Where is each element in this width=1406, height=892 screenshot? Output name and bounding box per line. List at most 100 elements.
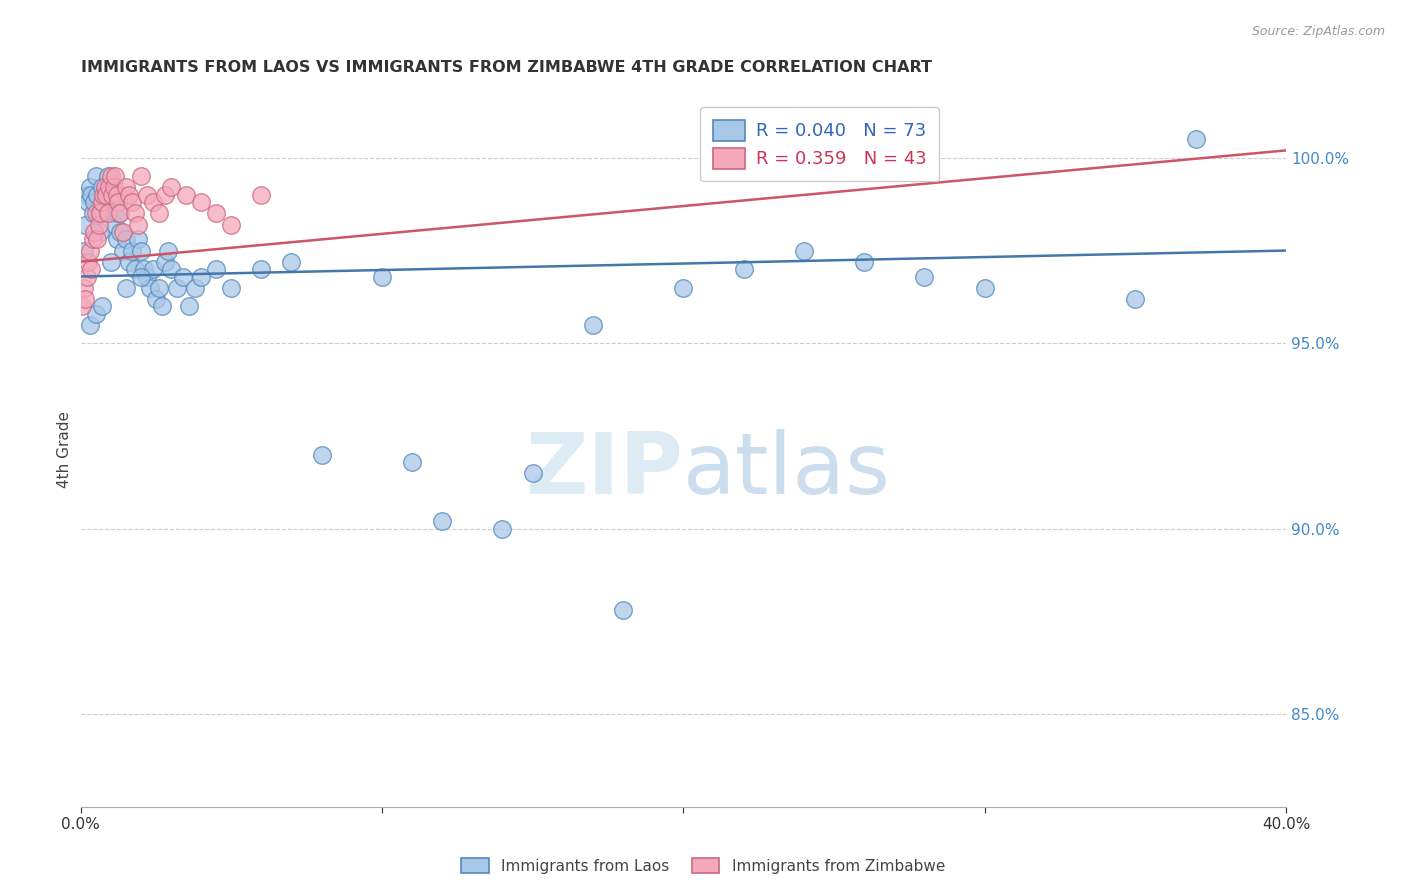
Point xyxy=(118,188,141,202)
Point xyxy=(160,180,183,194)
Point xyxy=(100,254,122,268)
Point xyxy=(105,188,128,202)
Point xyxy=(205,206,228,220)
Point xyxy=(77,254,100,268)
Point xyxy=(127,232,149,246)
Point xyxy=(76,188,98,202)
Point xyxy=(103,180,125,194)
Point xyxy=(139,280,162,294)
Point xyxy=(114,232,136,246)
Point xyxy=(522,466,544,480)
Point xyxy=(94,195,117,210)
Point xyxy=(107,195,129,210)
Point xyxy=(160,262,183,277)
Point xyxy=(733,262,755,277)
Y-axis label: 4th Grade: 4th Grade xyxy=(58,410,72,488)
Point xyxy=(135,188,157,202)
Point xyxy=(172,269,194,284)
Point xyxy=(672,280,695,294)
Point xyxy=(491,522,513,536)
Point xyxy=(82,206,104,220)
Point xyxy=(582,318,605,332)
Point xyxy=(148,206,170,220)
Point xyxy=(104,218,127,232)
Point xyxy=(89,225,111,239)
Point xyxy=(93,180,115,194)
Point xyxy=(87,206,110,220)
Point xyxy=(371,269,394,284)
Legend: Immigrants from Laos, Immigrants from Zimbabwe: Immigrants from Laos, Immigrants from Zi… xyxy=(456,852,950,880)
Point xyxy=(142,262,165,277)
Point xyxy=(124,206,146,220)
Point xyxy=(132,262,155,277)
Point xyxy=(280,254,302,268)
Text: IMMIGRANTS FROM LAOS VS IMMIGRANTS FROM ZIMBABWE 4TH GRADE CORRELATION CHART: IMMIGRANTS FROM LAOS VS IMMIGRANTS FROM … xyxy=(80,60,932,75)
Point xyxy=(101,188,124,202)
Point xyxy=(86,232,108,246)
Point xyxy=(91,188,114,202)
Point xyxy=(150,299,173,313)
Point xyxy=(80,262,103,277)
Point xyxy=(129,244,152,258)
Text: Source: ZipAtlas.com: Source: ZipAtlas.com xyxy=(1251,25,1385,38)
Point xyxy=(219,218,242,232)
Point xyxy=(77,195,100,210)
Point xyxy=(84,169,107,184)
Point xyxy=(166,280,188,294)
Point xyxy=(177,299,200,313)
Point xyxy=(612,603,634,617)
Point xyxy=(174,188,197,202)
Point xyxy=(83,195,105,210)
Point xyxy=(250,188,273,202)
Point xyxy=(79,244,101,258)
Point xyxy=(73,292,96,306)
Point xyxy=(97,206,120,220)
Point xyxy=(103,206,125,220)
Legend: R = 0.040   N = 73, R = 0.359   N = 43: R = 0.040 N = 73, R = 0.359 N = 43 xyxy=(700,107,939,181)
Point xyxy=(129,269,152,284)
Point xyxy=(912,269,935,284)
Point xyxy=(153,254,176,268)
Point xyxy=(79,318,101,332)
Point xyxy=(97,169,120,184)
Point xyxy=(973,280,995,294)
Point xyxy=(100,169,122,184)
Point xyxy=(430,514,453,528)
Point xyxy=(1184,132,1206,146)
Point xyxy=(156,244,179,258)
Point xyxy=(114,280,136,294)
Point xyxy=(124,262,146,277)
Text: atlas: atlas xyxy=(683,429,891,512)
Point xyxy=(107,206,129,220)
Point xyxy=(145,292,167,306)
Point xyxy=(121,195,143,210)
Point xyxy=(121,244,143,258)
Point xyxy=(153,188,176,202)
Point xyxy=(1123,292,1146,306)
Point xyxy=(853,254,876,268)
Point xyxy=(82,232,104,246)
Text: ZIP: ZIP xyxy=(526,429,683,512)
Point xyxy=(80,188,103,202)
Point xyxy=(90,299,112,313)
Point xyxy=(250,262,273,277)
Point xyxy=(190,269,212,284)
Point xyxy=(70,299,93,313)
Point xyxy=(84,307,107,321)
Point xyxy=(98,180,121,194)
Point xyxy=(90,195,112,210)
Point xyxy=(219,280,242,294)
Point xyxy=(142,195,165,210)
Point xyxy=(127,218,149,232)
Point xyxy=(793,244,815,258)
Point xyxy=(91,206,114,220)
Point xyxy=(89,206,111,220)
Point xyxy=(76,269,98,284)
Point xyxy=(135,269,157,284)
Point xyxy=(184,280,207,294)
Point xyxy=(190,195,212,210)
Point xyxy=(111,244,134,258)
Point xyxy=(84,206,107,220)
Point xyxy=(101,188,124,202)
Point xyxy=(108,206,131,220)
